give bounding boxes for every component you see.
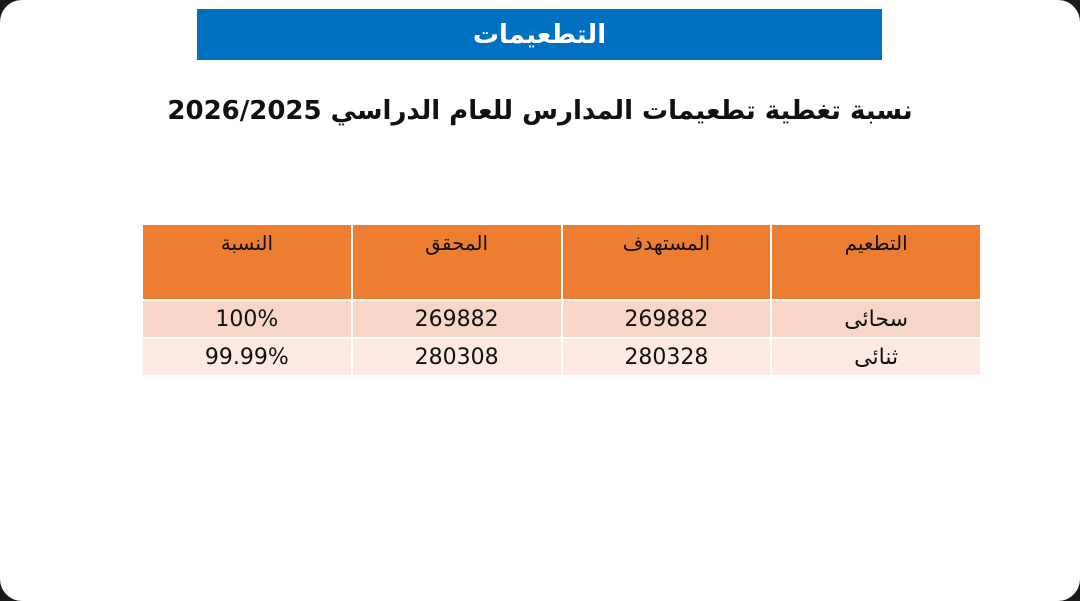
table: التطعيم المستهدف المحقق النسبة سحائى 269… bbox=[141, 223, 982, 377]
column-header: المحقق bbox=[350, 223, 563, 301]
table-row: ثنائى 280328 280308 99.99% bbox=[141, 337, 982, 377]
cell: 269882 bbox=[560, 299, 773, 339]
column-header: النسبة bbox=[141, 223, 353, 301]
cell: 99.99% bbox=[141, 337, 353, 377]
cell: 100% bbox=[141, 299, 353, 339]
cell: 280328 bbox=[560, 337, 773, 377]
title: التطعيمات bbox=[472, 19, 607, 50]
subtitle: نسبة تغطية تطعيمات المدارس للعام الدراسي… bbox=[167, 96, 913, 126]
table-row: سحائى 269882 269882 100% bbox=[141, 299, 982, 339]
column-header: المستهدف bbox=[560, 223, 773, 301]
cell: سحائى bbox=[770, 299, 982, 339]
column-header: التطعيم bbox=[770, 223, 982, 301]
header-row: التطعيم المستهدف المحقق النسبة bbox=[141, 223, 982, 301]
title-bar: التطعيمات bbox=[197, 9, 882, 60]
cell: 269882 bbox=[350, 299, 563, 339]
cell: 280308 bbox=[350, 337, 563, 377]
cell: ثنائى bbox=[770, 337, 982, 377]
